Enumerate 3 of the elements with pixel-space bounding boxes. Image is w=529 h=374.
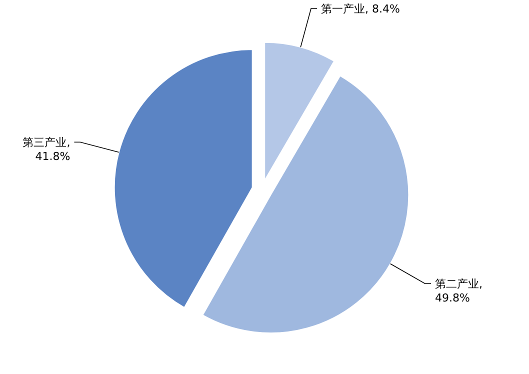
slice-label: 第一产业, 8.4%: [321, 2, 400, 16]
slice-label: 第二产业, 49.8%: [435, 278, 483, 305]
slice-label: 第三产业, 41.8%: [22, 136, 70, 164]
